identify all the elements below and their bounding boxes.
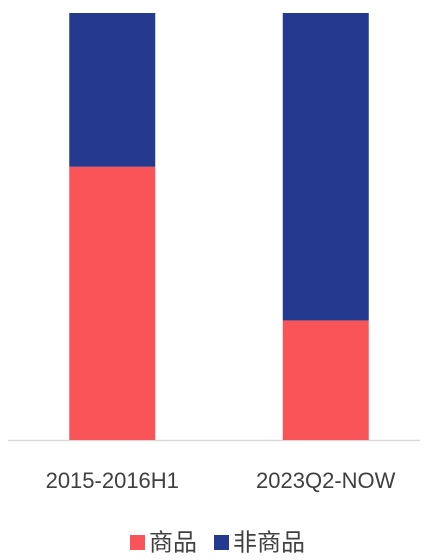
legend-label: 商品	[149, 529, 197, 555]
legend-swatch	[214, 535, 229, 550]
legend-swatch	[130, 535, 145, 550]
bar-segment	[282, 13, 369, 321]
bar-segment	[282, 320, 369, 440]
x-tick-label: 2015-2016H1	[46, 468, 179, 493]
bar-segment	[69, 166, 156, 440]
bar-segment	[69, 13, 156, 167]
x-tick-label: 2023Q2-NOW	[256, 468, 396, 493]
legend-label: 非商品	[233, 529, 305, 555]
